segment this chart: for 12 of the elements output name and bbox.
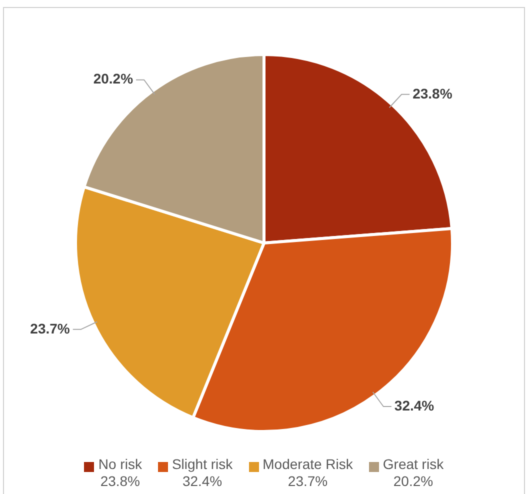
data-label: 20.2% xyxy=(93,70,134,87)
legend-label: Great risk xyxy=(382,456,444,473)
legend-label: Moderate Risk xyxy=(262,456,353,473)
text: 23.8% xyxy=(100,473,140,489)
data-label: 23.7% xyxy=(30,320,70,336)
legend-label: No risk xyxy=(98,456,142,473)
text: 20.2% xyxy=(393,473,434,489)
data-label: 23.8% xyxy=(412,85,453,102)
text: 23.7% xyxy=(288,473,328,489)
data-label: 32.4% xyxy=(394,397,435,414)
text: 32.4% xyxy=(182,473,222,489)
legend-label: Slight risk xyxy=(172,456,233,473)
